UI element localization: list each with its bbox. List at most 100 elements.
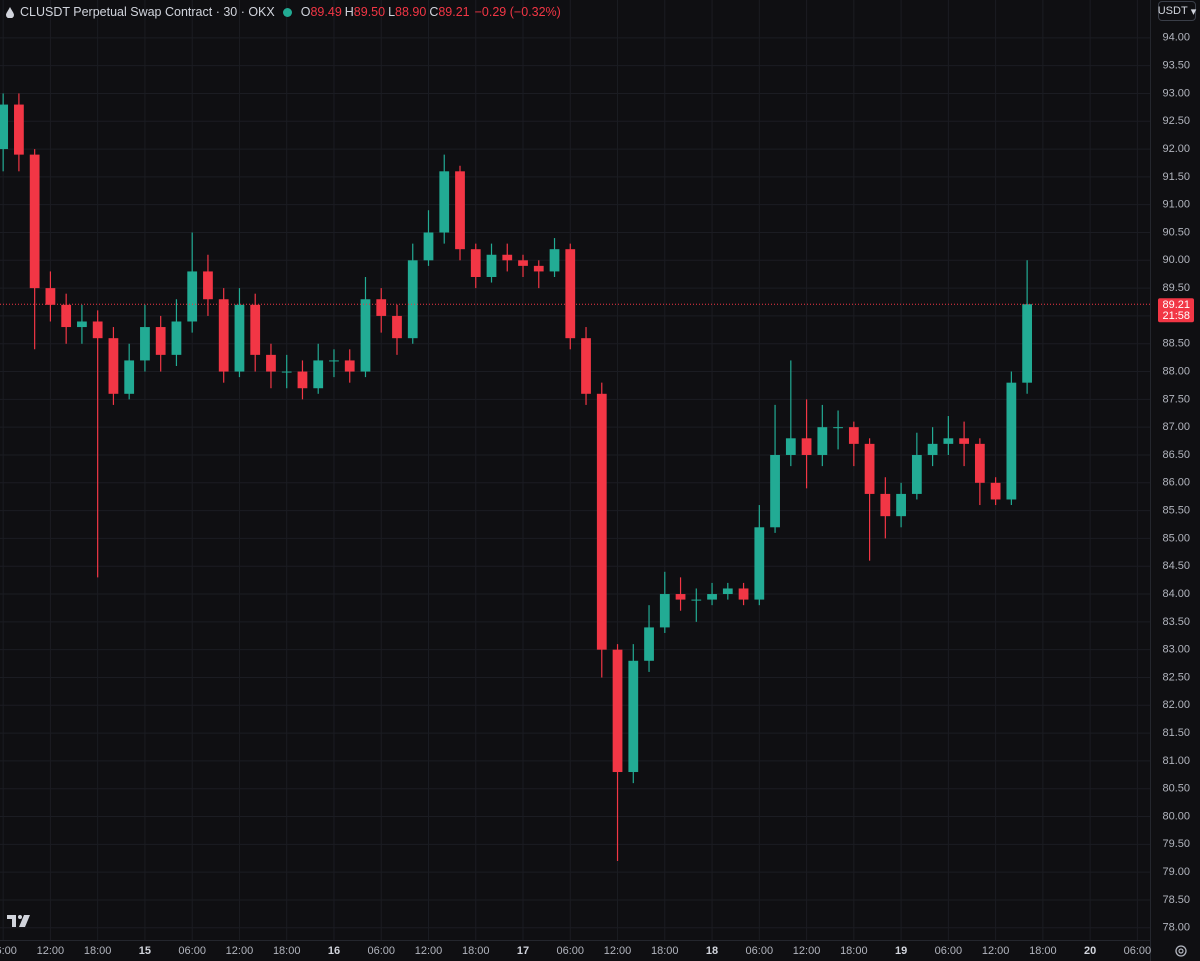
time-axis-bg — [0, 940, 1150, 961]
y-tick-label: 86.50 — [1162, 449, 1190, 461]
candle-body — [61, 304, 72, 328]
candle-body — [329, 360, 339, 362]
candle-body — [754, 527, 765, 600]
x-tick-label: 12:00 — [604, 945, 632, 957]
x-tick-label: 06:00 — [1124, 945, 1152, 957]
candle-body — [533, 265, 544, 272]
candle-body — [108, 338, 119, 394]
price-axis-bg — [1150, 0, 1200, 961]
candle-body — [140, 327, 150, 361]
chart-title: CLUSDT Perpetual Swap Contract · 30 · OK… — [20, 5, 275, 19]
x-tick-label: 18:00 — [273, 945, 301, 957]
candle-body — [896, 493, 906, 517]
y-tick-label: 83.00 — [1162, 644, 1190, 656]
candle-body — [344, 360, 355, 372]
y-tick-label: 82.50 — [1162, 671, 1190, 683]
x-tick-label: 18:00 — [651, 945, 679, 957]
candle-body — [486, 254, 497, 277]
y-tick-label: 93.50 — [1162, 60, 1190, 72]
y-tick-label: 81.00 — [1162, 755, 1190, 767]
last-price-badge — [1158, 298, 1194, 323]
candle-body — [470, 249, 481, 277]
candle-body — [266, 354, 276, 372]
candle-body — [313, 360, 324, 389]
y-tick-label: 92.00 — [1162, 143, 1190, 155]
x-tick-label: 20 — [1084, 945, 1096, 957]
chart-header: CLUSDT Perpetual Swap Contract · 30 · OK… — [6, 4, 561, 20]
y-tick-label: 94.00 — [1162, 32, 1190, 44]
candle-body — [77, 321, 87, 328]
candle-body — [455, 171, 465, 250]
candles — [0, 93, 1033, 862]
legend-key: H — [344, 5, 354, 19]
candle-body — [848, 427, 859, 444]
x-tick-label: 12:00 — [793, 945, 821, 957]
x-tick-label: 18:00 — [84, 945, 112, 957]
candle-body — [817, 427, 828, 455]
symbol-icon — [6, 6, 14, 18]
last-price-label: 89.21 — [1162, 299, 1190, 311]
candle-body — [1022, 304, 1033, 383]
candle-body — [722, 588, 733, 595]
candle-body — [612, 649, 623, 773]
candle-body — [833, 427, 843, 429]
x-tick-label: 06:00 — [746, 945, 774, 957]
y-tick-label: 78.50 — [1162, 894, 1190, 906]
candle-body — [14, 104, 24, 155]
candle-body — [565, 249, 576, 339]
legend-value: 88.90 — [395, 5, 427, 19]
x-tick-label: 12:00 — [982, 945, 1010, 957]
y-tick-label: 91.00 — [1162, 199, 1190, 211]
currency-button[interactable]: USDT ▾ — [1158, 1, 1196, 21]
y-tick-label: 84.50 — [1162, 560, 1190, 572]
x-tick-label: 16 — [328, 945, 340, 957]
candle-body — [218, 299, 229, 372]
candle-body — [92, 321, 103, 339]
legend-key: L — [388, 5, 396, 19]
legend-key: C — [429, 5, 439, 19]
candle-body — [45, 288, 56, 305]
x-tick-label: 06:00 — [0, 945, 17, 957]
x-tick-label: 18 — [706, 945, 718, 957]
candle-body — [880, 493, 891, 517]
legend-value: 89.50 — [353, 5, 386, 19]
candle-body — [187, 271, 198, 322]
candle-body — [376, 299, 387, 316]
candle-body — [581, 338, 591, 394]
candle-body — [911, 454, 922, 494]
candle-body — [707, 594, 717, 600]
candle-body — [407, 260, 418, 339]
x-tick-label: 17 — [517, 945, 529, 957]
x-tick-label: 06:00 — [557, 945, 585, 957]
candle-body — [628, 660, 639, 773]
x-tick-label: 15 — [139, 945, 151, 957]
candle-body — [518, 260, 528, 266]
candle-body — [29, 154, 40, 289]
y-tick-label: 85.50 — [1162, 505, 1190, 517]
candle-body — [297, 371, 308, 389]
settings-button[interactable] — [1175, 945, 1187, 957]
logo — [7, 915, 30, 927]
candle-body — [738, 588, 749, 600]
x-tick-label: 18:00 — [840, 945, 868, 957]
candle-body — [234, 304, 245, 372]
y-tick-label: 87.00 — [1162, 421, 1190, 433]
candle-body — [281, 371, 292, 373]
y-tick-label: 82.00 — [1162, 699, 1190, 711]
candle-body — [549, 249, 560, 272]
ohlc-legend: O 89.49 H 89.50 L 88.90 C 89.21 — [298, 5, 470, 19]
y-tick-label: 88.00 — [1162, 365, 1190, 377]
y-tick-label: 85.00 — [1162, 532, 1190, 544]
candle-body — [974, 443, 985, 483]
x-tick-label: 12:00 — [226, 945, 254, 957]
candle-body — [990, 482, 1001, 500]
y-tick-label: 81.50 — [1162, 727, 1190, 739]
candle-body — [155, 327, 166, 355]
candle-body — [959, 438, 969, 444]
candle-body — [360, 299, 371, 372]
currency-label: USDT — [1157, 5, 1188, 17]
y-tick-label: 80.50 — [1162, 783, 1190, 795]
y-tick-label: 92.50 — [1162, 115, 1190, 127]
candle-body — [392, 315, 402, 339]
candle-body — [1006, 382, 1017, 500]
